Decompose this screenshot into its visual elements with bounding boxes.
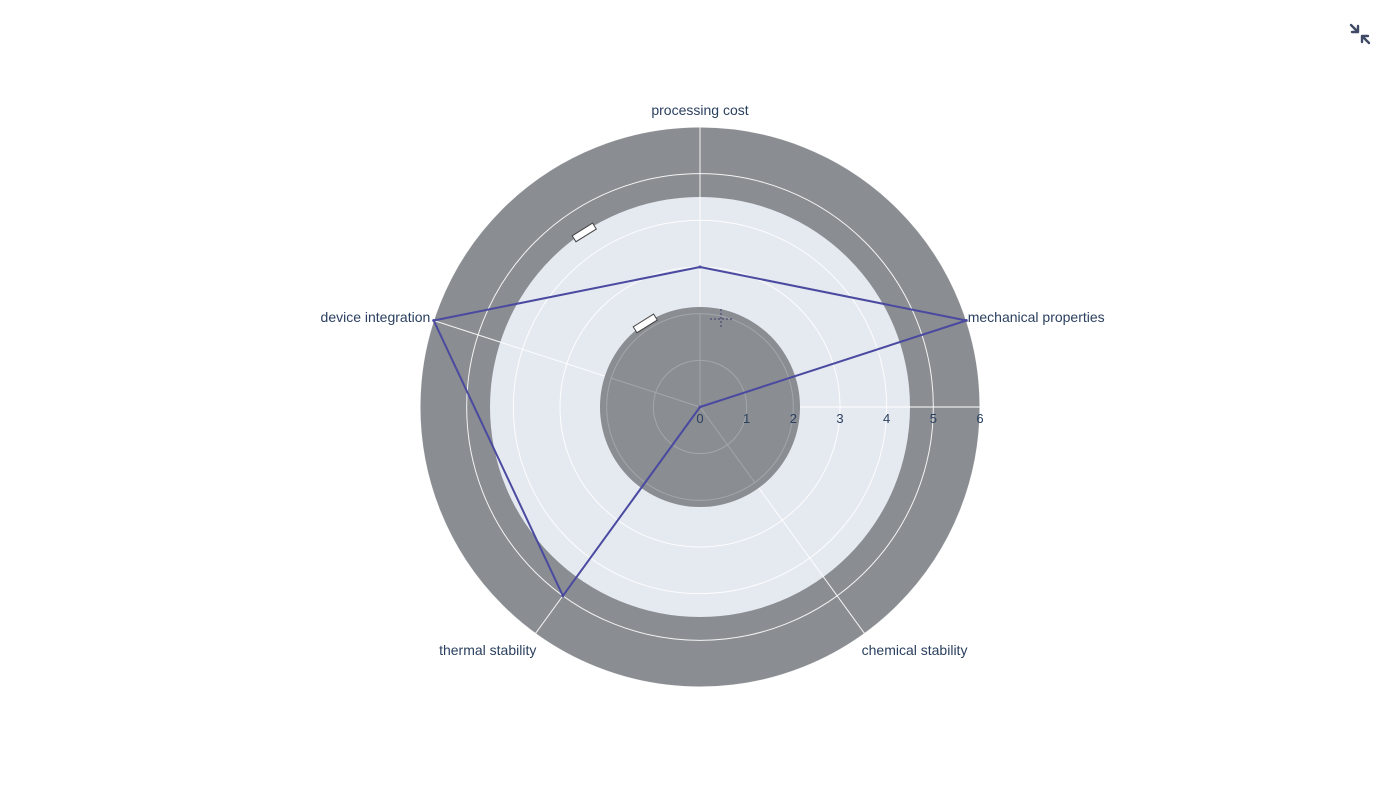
series-point[interactable]	[964, 318, 968, 322]
radial-tick-label: 2	[790, 411, 797, 426]
selection-handle[interactable]	[632, 313, 658, 334]
crosshair-cursor	[710, 309, 732, 329]
grid-spoke	[611, 377, 701, 408]
grid-spoke	[699, 406, 756, 483]
axis-label: chemical stability	[862, 642, 968, 658]
axis-label: thermal stability	[439, 642, 536, 658]
angular-axis-labels: processing cost mechanical properties chem…	[321, 102, 1105, 658]
radial-tick-label: 0	[696, 411, 703, 426]
collapse-arrows-icon[interactable]	[1348, 22, 1372, 46]
axis-label: processing cost	[651, 102, 748, 118]
series-point[interactable]	[561, 594, 565, 598]
series-point[interactable]	[698, 405, 702, 409]
series-line[interactable]	[432, 266, 968, 597]
radial-tick-label: 1	[743, 411, 750, 426]
axis-label: device integration	[321, 309, 431, 325]
radial-tick-label: 5	[930, 411, 937, 426]
selection-handle[interactable]	[571, 222, 597, 243]
series-point[interactable]	[698, 265, 702, 269]
radial-tick-label: 6	[976, 411, 983, 426]
series-layer	[432, 265, 968, 598]
radial-tick-label: 3	[836, 411, 843, 426]
axis-label: mechanical properties	[968, 309, 1105, 325]
radial-tick-labels: 0 1 2 3 4 5 6	[696, 411, 983, 426]
series-point[interactable]	[432, 318, 436, 322]
radial-tick-label: 4	[883, 411, 890, 426]
